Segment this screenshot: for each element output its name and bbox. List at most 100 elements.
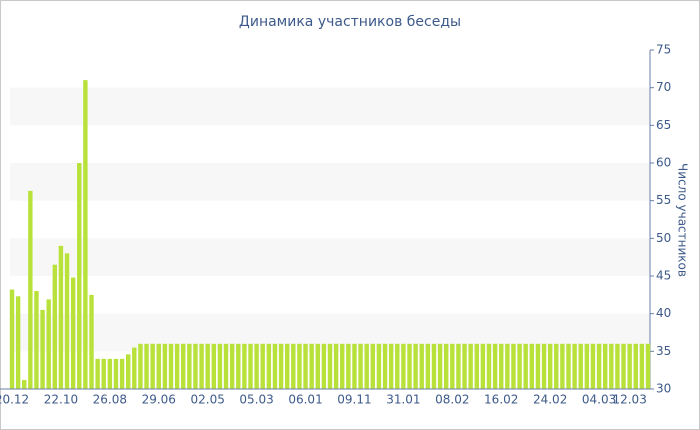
bar <box>162 343 168 389</box>
bar <box>431 343 437 389</box>
bar <box>15 296 21 389</box>
bar <box>413 343 418 389</box>
y-tick-label: 70 <box>656 80 671 94</box>
y-tick-label: 50 <box>656 231 671 245</box>
bar <box>138 343 143 389</box>
bar <box>566 343 571 389</box>
bar <box>419 343 424 389</box>
bar <box>511 343 516 389</box>
bar <box>321 343 327 389</box>
bar <box>468 343 473 389</box>
bar <box>443 343 449 389</box>
x-tick-label: 12.03 <box>612 393 646 407</box>
bar <box>150 343 155 389</box>
y-tick-label: 30 <box>656 382 671 396</box>
bar <box>547 343 553 389</box>
bar <box>450 343 455 389</box>
grid-band <box>10 238 650 276</box>
bar <box>352 343 357 389</box>
bar <box>560 343 565 389</box>
bar <box>187 343 192 389</box>
x-tick-label: 08.02 <box>435 393 469 407</box>
bar <box>584 343 590 389</box>
y-tick-label: 65 <box>656 118 671 132</box>
bar <box>272 343 278 389</box>
bar <box>156 343 161 389</box>
bar <box>517 343 522 389</box>
bar <box>303 343 308 389</box>
bar <box>89 294 94 389</box>
bar <box>52 264 58 389</box>
bar <box>572 343 577 389</box>
chart-title: Динамика участников беседы <box>239 14 461 30</box>
bar <box>254 343 259 389</box>
x-tick-label: 26.08 <box>93 393 127 407</box>
x-tick-label: 22.10 <box>44 393 78 407</box>
bar <box>229 343 235 389</box>
bar <box>639 343 645 389</box>
bar <box>193 343 198 389</box>
x-tick-label: 09.11 <box>337 393 371 407</box>
y-tick-label: 45 <box>656 269 671 283</box>
bar <box>95 358 100 389</box>
x-tick-label: 02.05 <box>191 393 225 407</box>
bar <box>505 343 510 389</box>
bar <box>107 358 113 389</box>
x-tick-label: 05.03 <box>239 393 273 407</box>
y-tick-label: 40 <box>656 306 671 320</box>
bar <box>602 343 608 389</box>
bar <box>125 354 131 389</box>
bar <box>297 343 302 389</box>
bar <box>40 309 45 389</box>
bar <box>627 343 632 389</box>
bar <box>358 343 363 389</box>
bar <box>28 190 33 389</box>
bar <box>58 245 64 389</box>
x-tick-label: 24.02 <box>533 393 567 407</box>
y-axis-label: Число участников <box>676 163 690 277</box>
bar <box>46 299 51 389</box>
bar <box>327 343 333 389</box>
bar <box>462 343 467 389</box>
bar <box>211 343 217 389</box>
bar <box>242 343 247 389</box>
bar <box>388 343 394 389</box>
bar <box>486 343 492 389</box>
bar <box>315 343 320 389</box>
y-tick-label: 35 <box>656 344 671 358</box>
bar <box>278 343 284 389</box>
bar <box>554 343 559 389</box>
bar <box>615 343 620 389</box>
x-tick-label: 04.03 <box>582 393 616 407</box>
bar <box>596 343 602 389</box>
bar <box>621 343 626 389</box>
x-tick-label: 16.02 <box>484 393 518 407</box>
bar <box>132 347 137 389</box>
bar <box>236 343 241 389</box>
y-tick-label: 75 <box>656 43 671 57</box>
bar <box>223 343 229 389</box>
bar <box>578 343 583 389</box>
bar <box>492 343 498 389</box>
bar <box>364 343 369 389</box>
bar <box>437 343 443 389</box>
bar <box>425 343 431 389</box>
grid-band <box>10 163 650 201</box>
bar <box>645 343 651 389</box>
y-tick-label: 60 <box>656 156 671 170</box>
bar <box>474 343 479 389</box>
bar <box>609 343 614 389</box>
bar <box>309 343 314 389</box>
x-tick-label: 31.01 <box>386 393 420 407</box>
bar <box>248 343 253 389</box>
bar <box>34 291 39 389</box>
bar <box>480 343 486 389</box>
bar <box>340 343 345 389</box>
bar <box>113 358 119 389</box>
y-tick-label: 55 <box>656 193 671 207</box>
x-tick-label: 20.12 <box>0 393 29 407</box>
bar <box>376 343 382 389</box>
bar <box>291 343 296 389</box>
bar <box>168 343 174 389</box>
